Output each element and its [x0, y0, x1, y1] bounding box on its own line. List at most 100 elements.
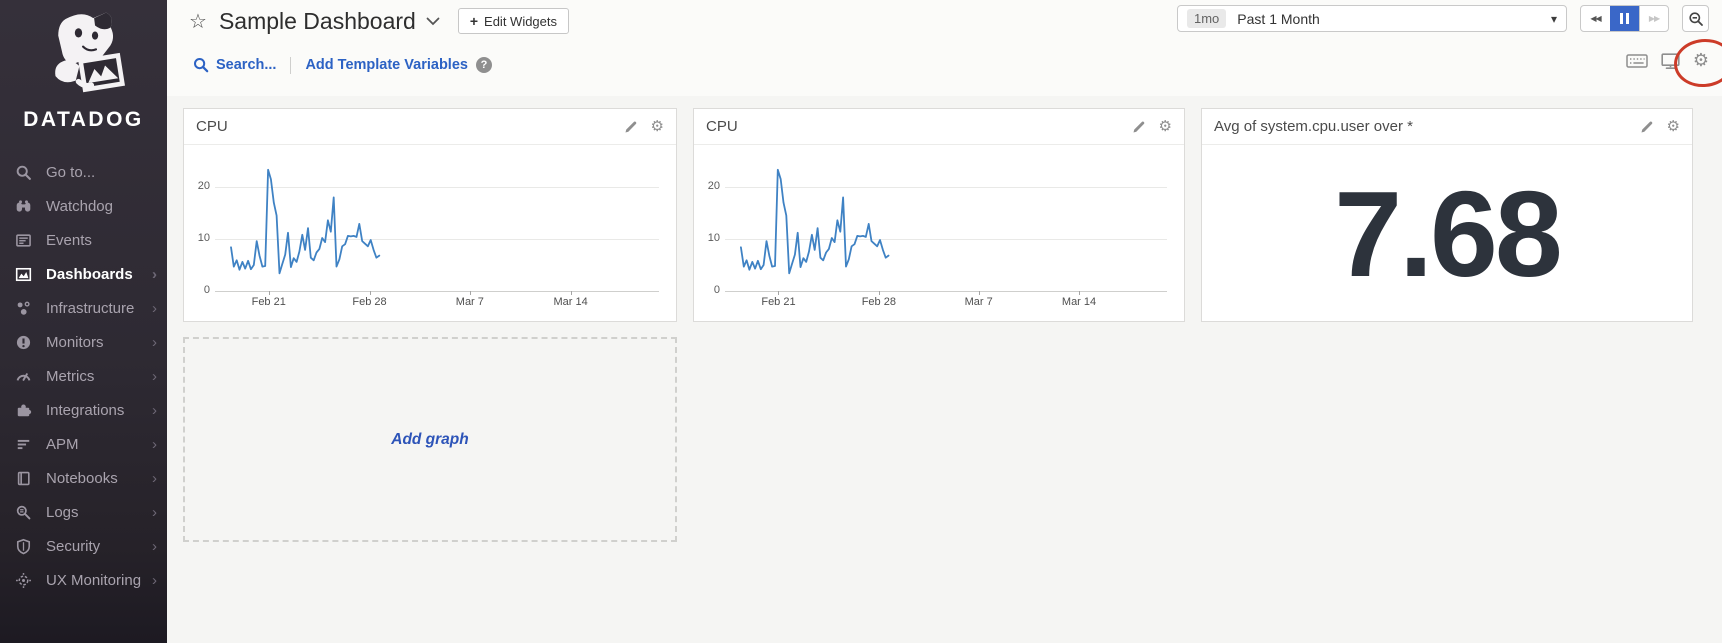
edit-widgets-label: Edit Widgets — [484, 13, 558, 29]
main-content: ☆ Sample Dashboard + Edit Widgets 1mo Pa… — [167, 0, 1722, 643]
y-tick-label: 20 — [197, 180, 210, 192]
y-tick-label: 0 — [203, 284, 210, 296]
divider — [290, 56, 292, 74]
sidebar-item-logs[interactable]: Logs › — [0, 495, 167, 529]
sidebar-item-label: Integrations — [46, 401, 125, 419]
chevron-right-icon: › — [152, 401, 157, 419]
chevron-right-icon: › — [152, 333, 157, 351]
add-template-variables-link[interactable]: Add Template Variables — [305, 57, 468, 73]
fast-forward-button[interactable]: ▶▶ — [1639, 6, 1668, 31]
y-tick-label: 0 — [713, 284, 720, 296]
search-icon — [194, 58, 209, 73]
x-tick-label: Mar 7 — [964, 296, 993, 308]
time-range-label: Past 1 Month — [1237, 10, 1320, 27]
chevron-down-icon[interactable] — [426, 14, 440, 29]
notebooks-icon — [14, 469, 32, 487]
chevron-right-icon: › — [152, 435, 157, 453]
metrics-icon — [14, 367, 32, 385]
magnifier-minus-icon — [1688, 11, 1703, 26]
infrastructure-icon — [14, 299, 32, 317]
pause-icon — [1620, 13, 1623, 24]
chevron-right-icon: › — [152, 571, 157, 589]
security-icon — [14, 537, 32, 555]
edit-pencil-icon[interactable] — [1132, 120, 1146, 134]
pause-button[interactable] — [1610, 6, 1639, 31]
sidebar-item-infrastructure[interactable]: Infrastructure › — [0, 291, 167, 325]
monitors-icon — [14, 333, 32, 351]
chevron-right-icon: › — [152, 469, 157, 487]
sidebar-item-label: Notebooks — [46, 469, 118, 487]
dashboards-icon — [14, 265, 32, 283]
sidebar-item-watchdog[interactable]: Watchdog — [0, 189, 167, 223]
time-controls: 1mo Past 1 Month ▾ ◀◀ ▶▶ — [1177, 5, 1709, 32]
search-label: Search... — [216, 57, 277, 73]
sidebar-item-metrics[interactable]: Metrics › — [0, 359, 167, 393]
search-icon — [14, 163, 32, 181]
sidebar-item-label: UX Monitoring — [46, 571, 142, 589]
widget-titlebar: CPU ⚙ — [184, 109, 676, 145]
widget-gear-icon[interactable]: ⚙ — [1666, 117, 1680, 135]
query-value: 7.68 — [1334, 165, 1562, 302]
edit-pencil-icon[interactable] — [1640, 120, 1654, 134]
widget-cpu-1: CPU ⚙ 0 10 20 Feb 21 Feb 28 Mar 7 Mar 14 — [183, 108, 677, 322]
sidebar-item-label: Events — [46, 231, 92, 249]
x-tick-label: Feb 21 — [761, 296, 796, 308]
time-range-selector[interactable]: 1mo Past 1 Month ▾ — [1177, 5, 1567, 32]
x-axis-line — [725, 291, 1167, 292]
x-tick-label: Feb 28 — [861, 296, 896, 308]
widget-title: CPU — [196, 118, 228, 135]
sidebar-item-label: Logs — [46, 503, 79, 521]
sidebar-item-go-to[interactable]: Go to... — [0, 155, 167, 189]
x-tick-mark — [878, 291, 880, 295]
integrations-icon — [14, 401, 32, 419]
keyboard-shortcuts-icon[interactable] — [1626, 53, 1648, 69]
sidebar-item-events[interactable]: Events — [0, 223, 167, 257]
datadog-dog-icon — [54, 12, 125, 93]
edit-widgets-button[interactable]: + Edit Widgets — [457, 8, 570, 34]
settings-gear-icon[interactable]: ⚙ — [1692, 50, 1709, 71]
sidebar-item-ux-monitoring[interactable]: UX Monitoring › — [0, 563, 167, 597]
x-tick-mark — [1079, 291, 1081, 295]
x-tick-mark — [369, 291, 371, 295]
sidebar-item-notebooks[interactable]: Notebooks › — [0, 461, 167, 495]
rewind-button[interactable]: ◀◀ — [1590, 14, 1601, 23]
sidebar-item-monitors[interactable]: Monitors › — [0, 325, 167, 359]
x-tick-mark — [570, 291, 572, 295]
page-title: Sample Dashboard — [218, 7, 416, 34]
x-tick-mark — [469, 291, 471, 295]
sidebar: DATADOG Go to... Watchdog Events Dashboards… — [0, 0, 167, 643]
edit-pencil-icon[interactable] — [624, 120, 638, 134]
x-tick-label: Feb 28 — [352, 296, 387, 308]
widget-title: Avg of system.cpu.user over * — [1214, 118, 1413, 135]
sidebar-item-label: Infrastructure — [46, 299, 135, 317]
gridline — [215, 239, 659, 240]
cpu-chart-canvas[interactable]: 0 10 20 Feb 21 Feb 28 Mar 7 Mar 14 — [694, 145, 1184, 322]
x-tick-mark — [268, 291, 270, 295]
help-icon[interactable]: ? — [475, 57, 492, 73]
datadog-logo[interactable]: DATADOG — [0, 0, 167, 132]
sidebar-item-apm[interactable]: APM › — [0, 427, 167, 461]
dashboard-search[interactable]: Search... — [193, 57, 276, 73]
sidebar-item-integrations[interactable]: Integrations › — [0, 393, 167, 427]
sidebar-item-label: Dashboards — [46, 265, 133, 283]
x-tick-mark — [778, 291, 780, 295]
widget-titlebar: CPU ⚙ — [694, 109, 1184, 145]
sidebar-item-dashboards[interactable]: Dashboards › — [0, 257, 167, 291]
favorite-star-icon[interactable]: ☆ — [189, 10, 207, 33]
y-tick-label: 10 — [197, 232, 210, 244]
zoom-out-button[interactable] — [1682, 5, 1709, 32]
x-tick-label: Mar 7 — [455, 296, 484, 308]
tv-mode-icon[interactable] — [1661, 52, 1680, 70]
widget-gear-icon[interactable]: ⚙ — [650, 117, 664, 135]
sidebar-item-label: Security — [46, 537, 101, 555]
gridline — [725, 187, 1167, 188]
sidebar-item-security[interactable]: Security › — [0, 529, 167, 563]
playback-controls: ◀◀ ▶▶ — [1580, 5, 1669, 32]
add-graph-placeholder[interactable]: Add graph — [183, 337, 677, 542]
widget-gear-icon[interactable]: ⚙ — [1158, 117, 1172, 135]
widget-titlebar: Avg of system.cpu.user over * ⚙ — [1202, 109, 1692, 145]
ux-monitoring-icon — [14, 571, 32, 589]
cpu-chart-canvas[interactable]: 0 10 20 Feb 21 Feb 28 Mar 7 Mar 14 — [184, 145, 676, 322]
logs-icon — [14, 503, 32, 521]
